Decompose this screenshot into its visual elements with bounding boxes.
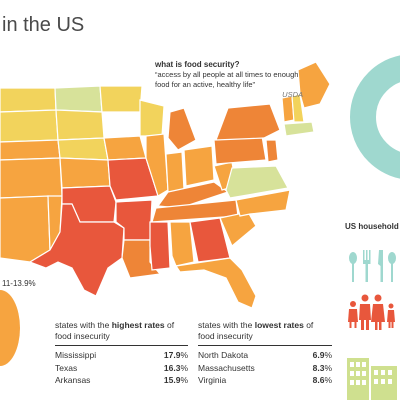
state-maine: [297, 61, 331, 109]
state-nebraska: [57, 137, 109, 161]
state-kansas: [59, 157, 111, 189]
lowest-rates-title: states with the lowest rates of food ins…: [198, 320, 314, 341]
highest-rates-title: states with the highest rates of food in…: [55, 320, 175, 341]
lowest-rates-list: North Dakota 6.9% Massachusetts 8.3% Virgi…: [198, 345, 332, 387]
state-virginia: [225, 165, 289, 199]
state-minnesota: [99, 85, 143, 113]
households-icons: [347, 250, 397, 400]
state-alabama: [169, 221, 195, 267]
table-row: Massachusetts 8.3%: [198, 362, 332, 373]
table-row: Texas 16.3%: [55, 362, 188, 373]
orange-circle-graphic: [0, 290, 20, 366]
state-florida: [174, 257, 257, 309]
state-colorado: [0, 157, 63, 199]
state-north-dakota: [54, 85, 103, 113]
table-row: Virginia 8.6%: [198, 375, 332, 385]
state-wisconsin: [139, 99, 165, 137]
households-title: US household: [345, 222, 399, 231]
highest-rates-box: states with the highest rates of food in…: [55, 320, 188, 387]
page-title: in the US: [2, 14, 85, 36]
state-michigan: [167, 107, 197, 151]
fork-icon: [363, 250, 371, 282]
state-texas: [28, 203, 125, 297]
buildings-icon: [347, 358, 397, 400]
state-illinois: [145, 133, 169, 197]
state-montana: [0, 87, 57, 113]
table-row: Mississippi 17.9%: [55, 350, 188, 360]
state-new-york: [215, 103, 281, 141]
state-indiana: [165, 151, 185, 193]
state-south-carolina: [219, 211, 257, 247]
definition-question: what is food security?: [155, 60, 240, 69]
definition-source: USDA: [282, 90, 303, 99]
definition-box: what is food security? “access by all pe…: [155, 60, 305, 100]
highest-rates-list: Mississippi 17.9% Texas 16.3% Arkansas 15.9…: [55, 345, 188, 387]
definition-quote: “access by all people at all times to en…: [155, 70, 299, 89]
state-wyoming: [0, 109, 59, 143]
state-kentucky: [156, 181, 230, 209]
lowest-rates-box: states with the lowest rates of food ins…: [198, 320, 332, 387]
state-missouri: [107, 157, 159, 201]
state-south-dakota: [55, 109, 105, 141]
state-north-carolina: [235, 189, 291, 217]
state-idaho: [0, 139, 61, 161]
state-ohio: [183, 145, 215, 187]
us-map: [0, 61, 331, 309]
legend-range-label: 11-13.9%: [2, 279, 36, 288]
family-icon: [348, 294, 395, 330]
table-row: Arkansas 15.9%: [55, 375, 188, 385]
donut-chart: [350, 55, 400, 179]
state-mississippi: [149, 221, 171, 271]
spoon-icon: [388, 252, 396, 282]
state-massachusetts: [283, 121, 315, 137]
state-iowa: [103, 135, 147, 161]
state-arizona: [0, 195, 51, 263]
knife-icon: [378, 250, 383, 282]
spoon-icon: [349, 252, 357, 282]
state-new-jersey: [265, 139, 279, 163]
table-row: North Dakota 6.9%: [198, 350, 332, 360]
